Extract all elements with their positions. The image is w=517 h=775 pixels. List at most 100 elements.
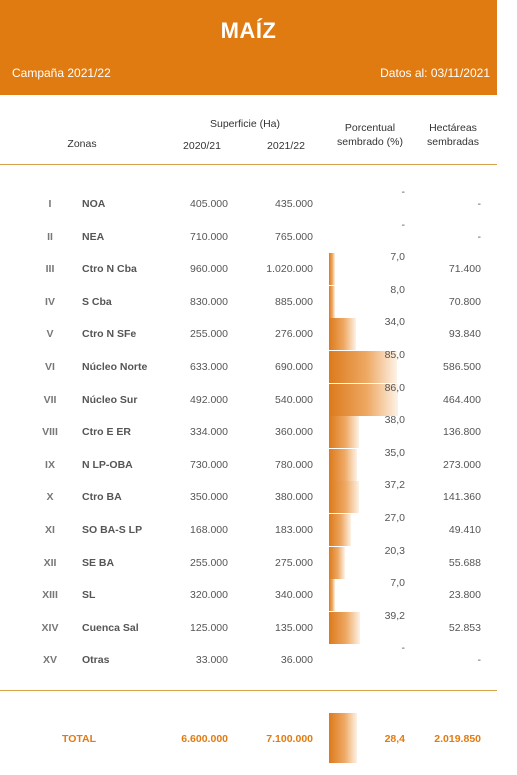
zone-number: IV — [45, 295, 55, 308]
surface-2021-22: 435.000 — [275, 198, 313, 210]
surface-2020-21: 492.000 — [190, 393, 228, 406]
zone-number: XV — [42, 654, 57, 667]
zone-name: Ctro E ER — [82, 426, 132, 439]
column-header-zones: Zonas — [67, 138, 97, 150]
surface-2020-21: 405.000 — [190, 198, 228, 210]
column-header-percent-2: sembrado (%) — [337, 136, 403, 148]
percent-value: 86,0 — [384, 381, 405, 394]
hectares-value: 52.853 — [448, 621, 481, 634]
surface-2020-21: 255.000 — [190, 328, 228, 341]
percent-bar — [329, 448, 357, 481]
total-label: TOTAL — [62, 733, 97, 745]
column-header-percent-1: Porcentual — [344, 122, 396, 134]
percent-value: - — [401, 642, 406, 655]
percent-bar — [329, 611, 361, 644]
percent-bar — [329, 383, 398, 416]
surface-2021-22: 36.000 — [280, 654, 313, 667]
surface-2021-22: 275.000 — [275, 556, 313, 569]
percent-bar — [329, 481, 359, 514]
zone-number: I — [48, 198, 52, 210]
percent-bar — [329, 416, 360, 449]
surface-2020-21: 255.000 — [190, 556, 228, 569]
surface-2021-22: 885.000 — [275, 295, 313, 308]
zone-name: NOA — [82, 198, 106, 210]
percent-bar — [329, 514, 351, 546]
percent-value: 39,2 — [384, 609, 405, 622]
surface-2020-21: 33.000 — [195, 654, 228, 667]
surface-2021-22: 276.000 — [275, 328, 313, 341]
zone-name: Ctro BA — [82, 491, 122, 504]
percent-bar — [329, 351, 397, 383]
hectares-value: 55.688 — [448, 556, 481, 569]
surface-2020-21: 730.000 — [190, 458, 228, 471]
hectares-value: 70.800 — [448, 295, 481, 308]
percent-bar — [329, 285, 336, 318]
zone-name: Ctro N Cba — [82, 263, 137, 276]
zone-name: N LP-OBA — [82, 458, 133, 471]
zone-name: SL — [82, 589, 96, 602]
hectares-value: 273.000 — [443, 458, 481, 471]
percent-value: 8,0 — [390, 283, 405, 296]
column-header-hectares-2: sembradas — [427, 136, 479, 148]
zone-name: SO BA-S LP — [82, 524, 143, 536]
column-header-hectares-1: Hectáreas — [429, 122, 477, 134]
surface-2020-21: 125.000 — [190, 621, 228, 634]
surface-2021-22: 380.000 — [275, 491, 313, 504]
zone-number: XII — [43, 556, 57, 569]
hectares-value: 49.410 — [448, 524, 481, 536]
hectares-value: 141.360 — [443, 491, 481, 504]
surface-2020-21: 710.000 — [190, 230, 228, 243]
percent-bar — [329, 318, 357, 351]
surface-2020-21: 334.000 — [190, 426, 228, 439]
surface-2021-22: 1.020.000 — [266, 263, 313, 276]
zone-name: Otras — [82, 654, 110, 667]
total-2020-21: 6.600.000 — [181, 733, 228, 745]
zone-number: IX — [45, 458, 55, 471]
surface-2020-21: 320.000 — [190, 589, 228, 602]
zone-number: II — [47, 230, 53, 243]
surface-2021-22: 780.000 — [275, 458, 313, 471]
zone-name: NEA — [82, 230, 105, 243]
header-banner: MAÍZ Campaña 2021/22 Datos al: 03/11/202… — [0, 0, 497, 95]
zone-number: III — [45, 263, 55, 276]
zone-number: VI — [45, 361, 55, 373]
total-percent: 28,4 — [384, 733, 405, 745]
zone-number: X — [46, 491, 54, 504]
percent-value: 34,0 — [384, 316, 405, 329]
data-date-label: Datos al: 03/11/2021 — [380, 66, 490, 80]
surface-2021-22: 183.000 — [275, 524, 313, 536]
column-header-2021-22: 2021/22 — [267, 140, 305, 152]
surface-2021-22: 765.000 — [275, 230, 313, 243]
zone-number: V — [46, 328, 54, 341]
hectares-value: 23.800 — [448, 589, 481, 602]
total-separator — [0, 690, 497, 691]
campaign-label: Campaña 2021/22 — [12, 66, 111, 80]
zone-name: Núcleo Sur — [82, 393, 138, 406]
zone-name: Núcleo Norte — [82, 361, 148, 373]
surface-2020-21: 350.000 — [190, 491, 228, 504]
hectares-value: - — [477, 654, 482, 667]
hectares-value: 464.400 — [443, 393, 481, 406]
header-separator — [0, 164, 497, 165]
hectares-value: 71.400 — [448, 263, 481, 276]
surface-2021-22: 340.000 — [275, 589, 313, 602]
surface-2021-22: 135.000 — [275, 621, 313, 634]
hectares-value: - — [477, 198, 482, 210]
percent-value: 38,0 — [384, 414, 405, 427]
surface-2021-22: 360.000 — [275, 426, 313, 439]
percent-bar — [329, 546, 346, 579]
surface-2020-21: 633.000 — [190, 361, 228, 373]
zone-number: VII — [43, 393, 57, 406]
zone-name: S Cba — [82, 295, 112, 308]
column-header-2020-21: 2020/21 — [183, 140, 221, 152]
percent-bar — [329, 579, 335, 612]
zone-number: XI — [45, 524, 55, 536]
surface-2021-22: 690.000 — [275, 361, 313, 373]
percent-value: 85,0 — [384, 349, 405, 361]
zone-number: VIII — [42, 426, 58, 439]
hectares-value: 93.840 — [448, 328, 481, 341]
percent-bar — [329, 253, 335, 286]
percent-value: 7,0 — [390, 577, 405, 590]
zone-name: SE BA — [82, 556, 115, 569]
zone-name: Cuenca Sal — [82, 621, 139, 634]
